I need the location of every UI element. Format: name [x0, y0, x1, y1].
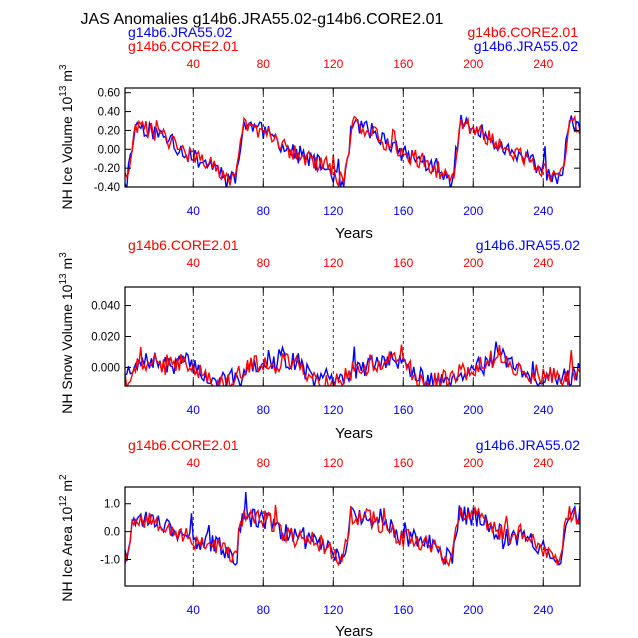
series-line-g14b6.JRA55.02: [125, 492, 580, 566]
y-axis-label: NH Ice Area 1012 m2: [58, 474, 75, 602]
x-tick-label-top: 240: [533, 57, 553, 71]
x-tick-label-top: 40: [187, 256, 201, 270]
y-tick-label: 0.000: [91, 362, 120, 374]
x-tick-label-bottom: 80: [257, 603, 271, 617]
x-tick-label-bottom: 80: [257, 403, 271, 417]
x-tick-label-bottom: 120: [323, 403, 343, 417]
x-tick-label-top: 120: [323, 57, 343, 71]
legend-right-2: g14b6.JRA55.02: [474, 38, 579, 54]
series-line-g14b6.CORE2.01: [125, 504, 580, 568]
x-tick-label-top: 40: [187, 456, 201, 470]
x-tick-label-top: 200: [463, 456, 483, 470]
x-tick-label-top: 80: [257, 57, 271, 71]
legend-left-2: g14b6.CORE2.01: [128, 38, 239, 54]
plot-area-snow-volume: 0.000 0.020 0.040 40 40 80 80 120 120 160 160 200 20…: [91, 256, 581, 417]
y-tick-label: 0.020: [91, 332, 120, 344]
panel-ice-volume: g14b6.JRA55.02 g14b6.CORE2.01 g14b6.CORE…: [58, 24, 581, 242]
plot-frame: [124, 87, 581, 188]
x-tick-label-bottom: 240: [533, 403, 553, 417]
x-tick-label-top: 40: [187, 57, 201, 71]
y-tick-label: 0.40: [98, 107, 120, 119]
x-axis-label: Years: [335, 225, 373, 242]
y-tick-label: 1.0: [104, 499, 120, 511]
y-tick-label: 0.20: [98, 125, 120, 137]
x-tick-label-top: 120: [323, 456, 343, 470]
legend-right-1: g14b6.JRA55.02: [476, 437, 581, 453]
y-tick-label: -0.40: [94, 182, 120, 194]
x-tick-label-bottom: 120: [323, 603, 343, 617]
x-tick-label-top: 160: [393, 57, 413, 71]
y-tick-label: 0.00: [98, 144, 120, 156]
figure-title: JAS Anomalies g14b6.JRA55.02-g14b6.CORE2…: [81, 11, 444, 28]
x-tick-label-top: 240: [533, 456, 553, 470]
legend-right-1: g14b6.JRA55.02: [476, 237, 581, 253]
x-tick-label-top: 160: [393, 256, 413, 270]
x-tick-label-bottom: 120: [323, 204, 343, 218]
legend-left-1: g14b6.CORE2.01: [128, 437, 239, 453]
x-tick-label-top: 80: [257, 256, 271, 270]
y-tick-label: 0.040: [91, 301, 120, 313]
x-tick-label-bottom: 40: [187, 204, 201, 218]
legend-right-1: g14b6.CORE2.01: [467, 24, 578, 40]
x-tick-label-top: 200: [463, 256, 483, 270]
x-tick-label-bottom: 200: [463, 603, 483, 617]
y-axis-label: NH Snow Volume 1013 m3: [58, 252, 75, 414]
plot-area-ice-area: -1.0 0.0 1.0 40 40 80 80 120 120 160 160 200 200 240 2…: [100, 456, 581, 617]
x-tick-label-bottom: 160: [393, 603, 413, 617]
x-tick-label-bottom: 160: [393, 403, 413, 417]
y-tick-label: -1.0: [100, 555, 120, 567]
x-axis-label: Years: [335, 425, 373, 442]
x-tick-label-bottom: 200: [463, 403, 483, 417]
x-tick-label-bottom: 200: [463, 204, 483, 218]
x-tick-label-top: 240: [533, 256, 553, 270]
x-tick-label-bottom: 40: [187, 603, 201, 617]
x-tick-label-bottom: 160: [393, 204, 413, 218]
panel-snow-volume: g14b6.CORE2.01 g14b6.JRA55.02 NH Snow Vo…: [58, 237, 581, 442]
x-tick-label-bottom: 240: [533, 603, 553, 617]
plot-frame: [124, 486, 581, 587]
x-tick-label-bottom: 240: [533, 204, 553, 218]
series-line-g14b6.CORE2.01: [125, 114, 580, 187]
y-tick-label: 0.60: [98, 88, 120, 100]
y-tick-label: -0.20: [94, 163, 120, 175]
legend-left-1: g14b6.CORE2.01: [128, 237, 239, 253]
x-tick-label-bottom: 40: [187, 403, 201, 417]
x-tick-label-bottom: 80: [257, 204, 271, 218]
x-tick-label-top: 120: [323, 256, 343, 270]
legend-left-1: g14b6.JRA55.02: [128, 24, 233, 40]
y-tick-label: 0.0: [104, 527, 120, 539]
panel-ice-area: g14b6.CORE2.01 g14b6.JRA55.02 NH Ice Are…: [58, 437, 581, 638]
x-tick-label-top: 160: [393, 456, 413, 470]
x-tick-label-top: 80: [257, 456, 271, 470]
x-tick-label-top: 200: [463, 57, 483, 71]
x-axis-label: Years: [335, 623, 373, 638]
plot-area-ice-volume: -0.40 -0.20 0.00 0.20 0.40 0.60 40 40 80 80 120 120…: [94, 57, 581, 218]
y-axis-label: NH Ice Volume 1013 m3: [58, 64, 75, 210]
series-line-g14b6.CORE2.01: [125, 344, 580, 386]
